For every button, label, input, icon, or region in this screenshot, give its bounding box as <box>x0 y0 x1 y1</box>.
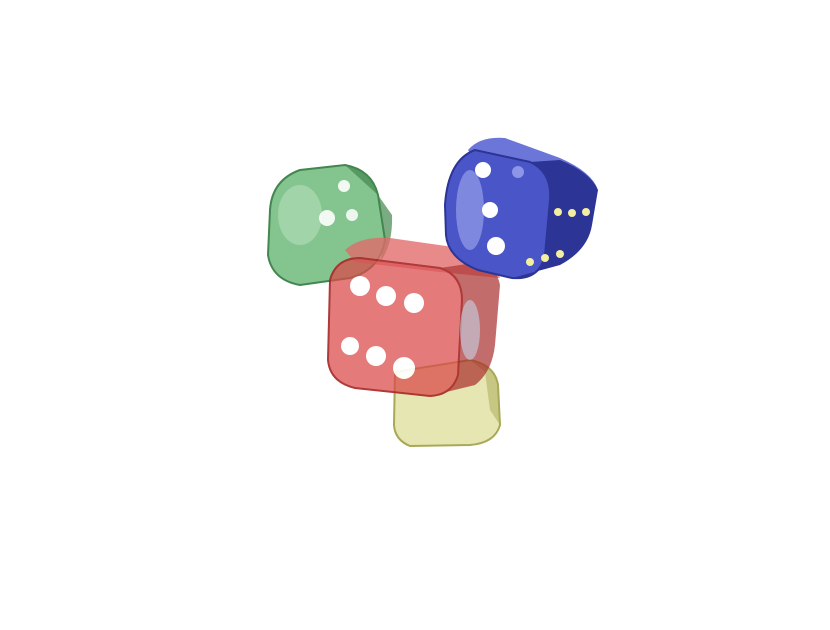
red-die-side-face <box>430 262 500 396</box>
blue-die-highlight <box>456 170 484 250</box>
blue-die-pip <box>475 162 491 178</box>
green-die-highlight <box>278 185 322 245</box>
blue-die-side-pip <box>582 208 590 216</box>
blue-die-side-face <box>512 160 598 279</box>
red-die-pip <box>404 293 424 313</box>
red-die-pip <box>393 357 415 379</box>
blue-die-side-pip <box>556 250 564 258</box>
red-die <box>326 237 500 398</box>
red-die-pip <box>376 286 396 306</box>
green-die-pip <box>319 210 335 226</box>
blue-die-side-pip <box>568 209 576 217</box>
blue-die-pip <box>512 166 524 178</box>
yellow-die-side-face <box>470 360 500 425</box>
red-die-highlight <box>460 300 480 360</box>
red-die-pip <box>366 346 386 366</box>
green-die-side-face <box>345 165 393 262</box>
blue-die-pip <box>487 237 505 255</box>
blue-die-side-pip <box>526 258 534 266</box>
blue-die-side-pip <box>554 208 562 216</box>
green-die-pip <box>338 180 350 192</box>
green-die-pip <box>346 209 358 221</box>
red-die-pip <box>341 337 359 355</box>
blue-die <box>443 137 598 280</box>
blue-die-pip <box>482 202 498 218</box>
red-die-front-face <box>326 256 464 398</box>
blue-die-side-pip <box>541 254 549 262</box>
red-die-pip <box>350 276 370 296</box>
